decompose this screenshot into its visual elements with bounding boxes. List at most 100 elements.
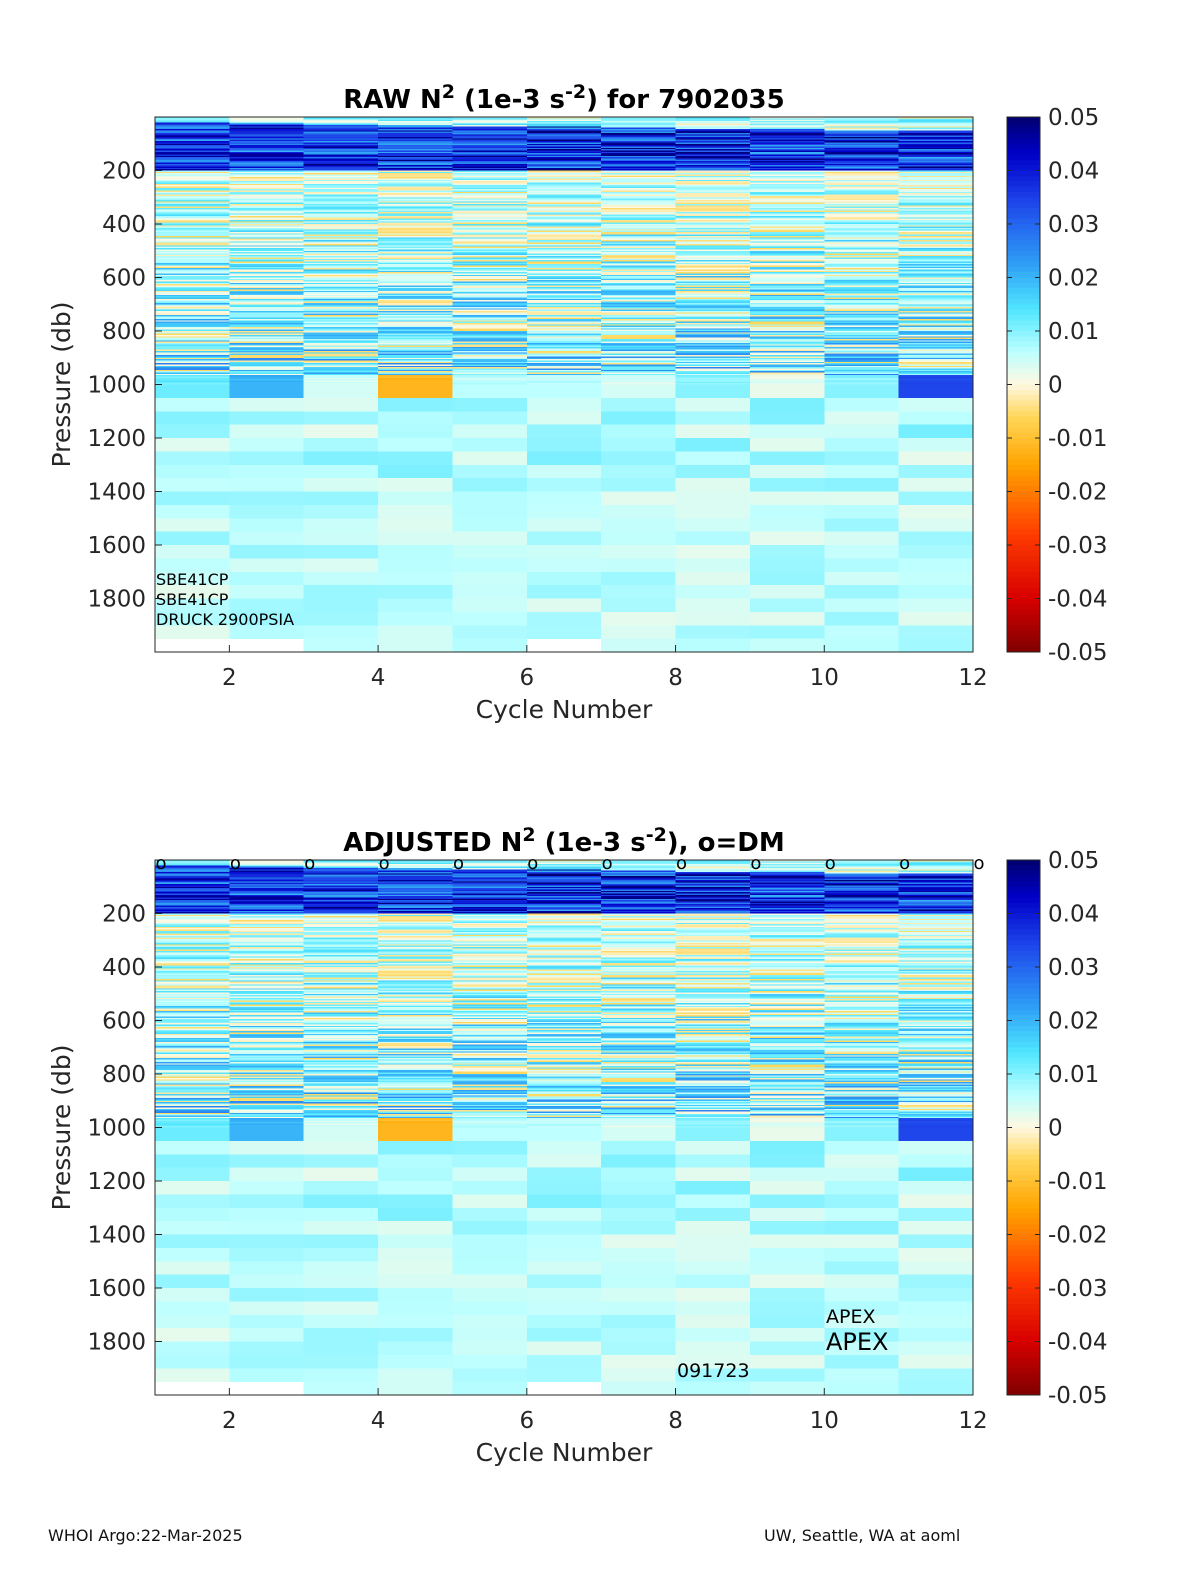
heatmap-cell <box>303 246 379 249</box>
heatmap-cell <box>155 254 230 257</box>
heatmap-cell <box>378 357 453 360</box>
heatmap-cell <box>824 237 899 240</box>
heatmap-cell <box>452 900 528 902</box>
heatmap-cell <box>749 268 825 270</box>
heatmap-cell <box>749 981 825 984</box>
heatmap-cell <box>675 326 751 329</box>
heatmap-cell <box>452 1029 528 1032</box>
heatmap-cell <box>526 1080 602 1083</box>
heatmap-cell <box>824 331 899 333</box>
heatmap-cell <box>452 862 528 865</box>
heatmap-cell <box>749 371 825 373</box>
heatmap-cell <box>824 969 899 972</box>
heatmap-cell <box>229 993 305 996</box>
heatmap-cell <box>824 1247 899 1262</box>
heatmap-cell <box>229 874 305 877</box>
heatmap-cell <box>824 1004 899 1007</box>
heatmap-cell <box>898 380 974 383</box>
heatmap-cell <box>675 190 751 193</box>
heatmap-cell <box>378 233 453 235</box>
heatmap-cell <box>675 491 751 506</box>
heatmap-cell <box>378 880 453 882</box>
heatmap-cell <box>675 914 751 917</box>
heatmap-cell <box>749 962 825 965</box>
heatmap-cell <box>526 146 602 149</box>
heatmap-cell <box>749 228 825 230</box>
heatmap-cell <box>749 1003 825 1005</box>
heatmap-cell <box>526 900 602 902</box>
heatmap-cell <box>675 993 751 996</box>
heatmap-cell <box>675 182 751 185</box>
heatmap-cell <box>229 921 305 924</box>
heatmap-cell <box>526 143 602 146</box>
heatmap-cell <box>155 199 230 202</box>
heatmap-cell <box>303 134 379 137</box>
heatmap-cell <box>675 301 751 304</box>
heatmap-cell <box>378 1049 453 1052</box>
heatmap-cell <box>229 1092 305 1095</box>
heatmap-cell <box>526 133 602 135</box>
heatmap-cell <box>526 258 602 261</box>
heatmap-cell <box>155 944 230 946</box>
heatmap-cell <box>378 988 453 991</box>
heatmap-cell <box>452 237 528 240</box>
heatmap-cell <box>601 153 676 155</box>
heatmap-cell <box>452 910 528 913</box>
chart-title: RAW N2 (1e-3 s-2) for 7902035 <box>343 81 785 115</box>
heatmap-cell <box>675 365 751 368</box>
heatmap-cell <box>155 170 230 173</box>
heatmap-cell <box>155 1051 230 1053</box>
heatmap-cell <box>452 1051 528 1053</box>
heatmap-cell <box>378 224 453 226</box>
heatmap-cell <box>155 221 230 223</box>
heatmap-cell <box>378 941 453 944</box>
heatmap-cell <box>601 968 676 970</box>
heatmap-cell <box>155 1328 230 1342</box>
heatmap-cell <box>526 925 602 928</box>
heatmap-cell <box>452 944 528 946</box>
heatmap-cell <box>675 1048 751 1051</box>
colorbar-segment <box>1007 405 1040 412</box>
heatmap-cell <box>229 1090 305 1092</box>
heatmap-cell <box>155 289 230 292</box>
heatmap-cell <box>229 1027 305 1029</box>
heatmap-cell <box>898 181 974 183</box>
heatmap-cell <box>526 341 602 344</box>
heatmap-cell <box>749 127 825 130</box>
heatmap-cell <box>824 1051 899 1053</box>
heatmap-cell <box>898 946 974 949</box>
heatmap-cell <box>378 929 453 932</box>
heatmap-cell <box>303 133 379 135</box>
heatmap-cell <box>303 981 379 984</box>
heatmap-cell <box>378 1084 453 1087</box>
heatmap-cell <box>898 1067 974 1069</box>
heatmap-cell <box>526 945 602 948</box>
heatmap-cell <box>898 265 974 268</box>
heatmap-cell <box>303 908 379 910</box>
heatmap-cell <box>526 218 602 221</box>
heatmap-cell <box>824 937 899 940</box>
heatmap-cell <box>601 353 676 356</box>
heatmap-cell <box>824 1039 899 1041</box>
heatmap-cell <box>378 438 453 452</box>
heatmap-cell <box>155 997 230 1000</box>
heatmap-cell <box>601 280 676 282</box>
heatmap-cell <box>452 376 528 379</box>
heatmap-cell <box>526 932 602 934</box>
heatmap-cell <box>452 233 528 235</box>
heatmap-cell <box>229 861 305 863</box>
heatmap-cell <box>155 1078 230 1080</box>
heatmap-cell <box>229 571 305 586</box>
heatmap-cell <box>898 142 974 145</box>
heatmap-cell <box>601 625 676 639</box>
heatmap-cell <box>824 364 899 367</box>
heatmap-cell <box>378 1065 453 1068</box>
heatmap-cell <box>898 198 974 201</box>
heatmap-cell <box>898 289 974 292</box>
heatmap-cell <box>155 1052 230 1055</box>
heatmap-cell <box>675 936 751 938</box>
heatmap-cell <box>898 1115 974 1118</box>
heatmap-cell <box>749 917 825 920</box>
heatmap-cell <box>749 1024 825 1027</box>
heatmap-cell <box>378 1103 453 1106</box>
